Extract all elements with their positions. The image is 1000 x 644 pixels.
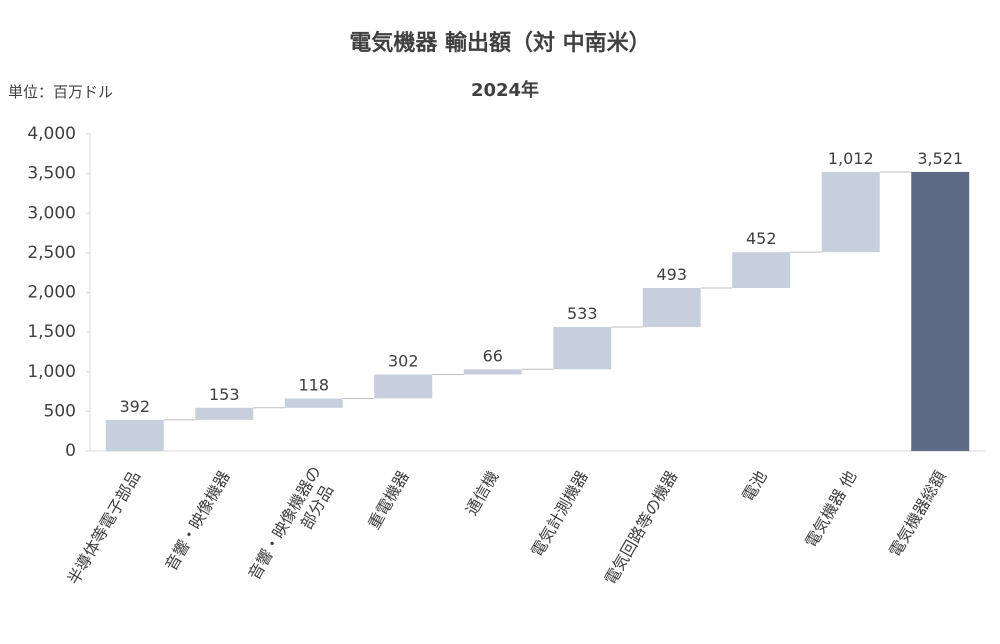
bar (463, 369, 522, 375)
value-label: 392 (119, 397, 150, 416)
unit-label: 単位：百万ドル (8, 83, 113, 101)
bar (732, 252, 791, 288)
value-label: 118 (298, 375, 329, 394)
y-tick-label: 4,000 (27, 124, 76, 144)
y-tick-label: 2,000 (27, 283, 76, 303)
value-label: 153 (209, 385, 240, 404)
x-tick-label: 電気機器 他 (801, 468, 860, 551)
bar (642, 287, 701, 328)
value-label: 1,012 (828, 149, 874, 168)
value-label: 533 (567, 304, 598, 323)
value-label: 302 (388, 352, 419, 371)
bar (821, 171, 880, 253)
y-tick-label: 3,000 (27, 203, 76, 223)
x-tick-label: 電気機器総額 (885, 468, 949, 561)
x-tick-label: 通信機 (462, 468, 502, 519)
value-label: 452 (746, 229, 777, 248)
x-tick-label: 重電機器 (364, 468, 412, 533)
x-tick-label: 半導体等電子部品 (64, 468, 144, 588)
x-tick-label: 電気回路等の機器 (601, 468, 681, 588)
bar (911, 171, 970, 451)
value-label: 3,521 (917, 149, 963, 168)
y-tick-label: 500 (44, 401, 76, 421)
value-label: 66 (483, 346, 503, 365)
bar (284, 398, 343, 408)
bar (374, 374, 433, 399)
x-tick-label: 電池 (738, 468, 770, 505)
x-tick-label: 電気計測機器 (527, 468, 591, 561)
value-label: 493 (656, 265, 687, 284)
y-tick-label: 2,500 (27, 243, 76, 263)
chart-title: 電気機器 輸出額（対 中南米） (349, 30, 650, 56)
chart-subtitle: 2024年 (471, 79, 539, 101)
y-tick-label: 1,500 (27, 322, 76, 342)
x-tick-label: 音響・映像機器 (161, 468, 233, 575)
x-tick-label: 音響・映像機器の部分品 (244, 463, 342, 593)
y-tick-label: 3,500 (27, 164, 76, 184)
y-tick-label: 1,000 (27, 362, 76, 382)
bar (105, 419, 164, 451)
y-tick-label: 0 (65, 441, 76, 461)
bar (195, 407, 254, 420)
bar (553, 327, 612, 370)
